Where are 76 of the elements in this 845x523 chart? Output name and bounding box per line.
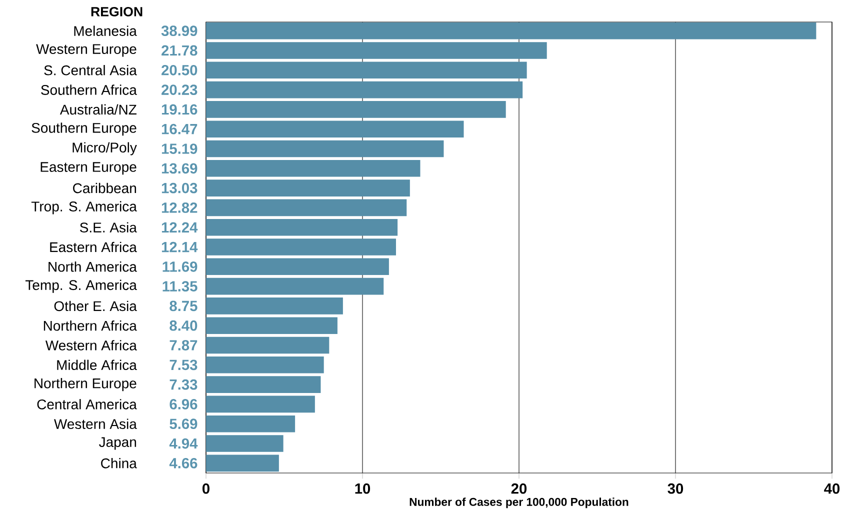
y-tick-label: Western Africa: [45, 340, 137, 350]
bar: [206, 376, 321, 393]
y-axis-title: REGION: [91, 6, 142, 16]
data-label: 11.69: [162, 261, 198, 272]
y-tick-label: Eastern Europe: [40, 162, 136, 175]
bar: [206, 278, 384, 295]
bar: [206, 336, 330, 354]
y-tick-label: Northern Europe: [34, 378, 136, 392]
bar: [206, 218, 398, 236]
y-tick-label: Eastern Africa: [50, 242, 137, 252]
data-label: 20.23: [162, 84, 198, 95]
x-tick-label: 0: [202, 483, 210, 494]
y-tick-label: China: [101, 458, 137, 468]
data-label: 16.47: [162, 124, 198, 134]
data-label: 8.75: [170, 300, 198, 312]
bar: [206, 180, 410, 196]
bar: [206, 81, 523, 98]
data-label: 21.78: [162, 45, 198, 56]
bar: [206, 199, 407, 216]
bar: [206, 160, 420, 177]
data-label: 11.35: [162, 281, 198, 292]
y-tick-label: Japan: [99, 437, 136, 450]
x-tick-label: 10: [355, 483, 370, 494]
bar: [206, 22, 816, 40]
x-tick-label: 20: [511, 483, 527, 494]
bar: [206, 140, 444, 158]
bar: [206, 42, 547, 59]
y-tick-label: Northern Africa: [44, 320, 137, 331]
y-tick-label: Melanesia: [74, 26, 137, 36]
y-tick-label: Other E. Asia: [54, 300, 137, 312]
bar: [206, 435, 284, 452]
data-label: 12.82: [162, 202, 198, 213]
data-label: 8.40: [170, 320, 198, 331]
y-tick-label: S.E. Asia: [80, 222, 137, 232]
y-tick-label: Southern Africa: [41, 84, 137, 95]
data-label: 19.16: [162, 104, 198, 115]
y-tick-label: S. Central Asia: [44, 65, 137, 76]
data-label: 6.96: [170, 399, 198, 410]
bar: [206, 454, 279, 472]
bar: [206, 298, 343, 314]
data-label: 20.50: [162, 64, 198, 76]
y-tick-label: Western Asia: [54, 418, 137, 430]
y-tick-label: Central America: [37, 399, 137, 410]
bar: [206, 356, 324, 374]
bar: [206, 238, 396, 256]
data-label: 7.53: [170, 360, 198, 370]
x-tick-label: 40: [824, 483, 840, 494]
data-label: 15.19: [162, 144, 198, 154]
y-tick-label: North America: [48, 262, 137, 272]
data-label: 7.33: [170, 379, 198, 390]
y-tick-label: Western Europe: [36, 44, 136, 57]
bar: [206, 317, 338, 334]
data-label: 4.94: [169, 438, 198, 449]
y-tick-label: Middle Africa: [57, 360, 137, 370]
data-label: 12.14: [162, 242, 198, 252]
data-label: 13.03: [162, 182, 198, 194]
bar: [206, 101, 506, 118]
y-tick-label: Caribbean: [73, 182, 136, 194]
x-axis-title: Number of Cases per 100,000 Population: [410, 498, 628, 508]
y-tick-label: Trop. S. America: [31, 201, 137, 214]
bar: [206, 396, 315, 413]
y-tick-label: Southern Europe: [32, 122, 136, 136]
y-tick-label: Australia/NZ: [60, 104, 136, 115]
data-label: 5.69: [170, 418, 198, 430]
data-label: 12.24: [162, 222, 198, 232]
data-label: 7.87: [170, 340, 198, 350]
bar: [206, 258, 389, 276]
bar: [206, 62, 527, 79]
bar: [206, 120, 464, 138]
data-label: 13.69: [162, 163, 198, 174]
data-label: 38.99: [161, 26, 198, 36]
y-tick-label: Micro/Poly: [72, 142, 137, 156]
x-tick-label: 30: [668, 483, 684, 494]
y-tick-label: Temp. S. America: [25, 280, 137, 293]
bar: [206, 415, 296, 432]
data-label: 4.66: [169, 458, 198, 468]
